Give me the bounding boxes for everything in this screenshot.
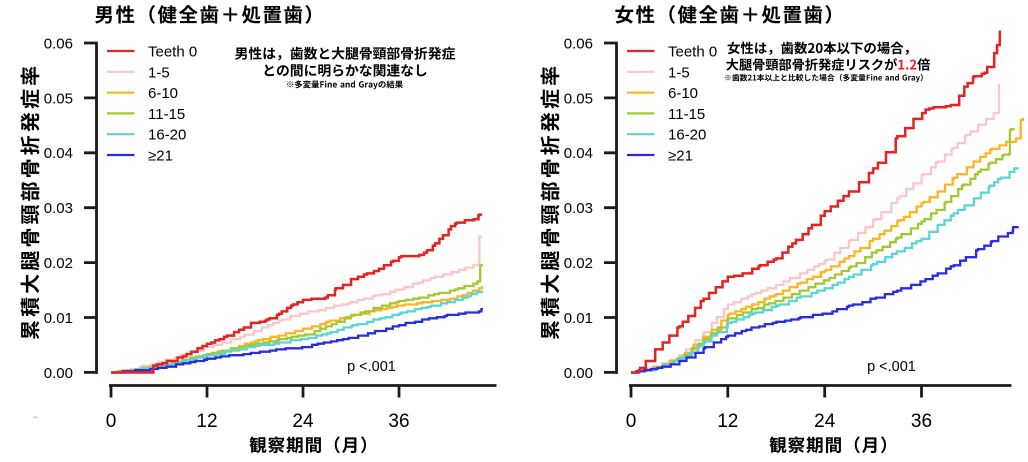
svg-text:16-20: 16-20 <box>668 127 706 144</box>
svg-text:36: 36 <box>388 411 409 432</box>
svg-text:0.05: 0.05 <box>564 90 593 107</box>
svg-text:0.04: 0.04 <box>44 145 73 162</box>
svg-text:0.03: 0.03 <box>564 200 593 217</box>
svg-text:6-10: 6-10 <box>668 85 698 102</box>
svg-text:0: 0 <box>106 411 117 432</box>
svg-text:11-15: 11-15 <box>148 106 185 123</box>
svg-text:0.02: 0.02 <box>564 255 593 272</box>
svg-text:0.03: 0.03 <box>44 200 73 217</box>
svg-text:Teeth 0: Teeth 0 <box>148 44 197 61</box>
svg-text:1-5: 1-5 <box>148 64 170 81</box>
svg-text:Teeth 0: Teeth 0 <box>668 44 717 61</box>
svg-text:36: 36 <box>911 411 932 432</box>
svg-text:0: 0 <box>626 411 637 432</box>
svg-text:0.00: 0.00 <box>564 365 593 382</box>
svg-text:0.04: 0.04 <box>564 145 593 162</box>
svg-text:0.06: 0.06 <box>564 35 593 52</box>
svg-text:1-5: 1-5 <box>668 64 690 81</box>
svg-text:p <.001: p <.001 <box>867 359 916 375</box>
svg-text:12: 12 <box>717 411 738 432</box>
svg-text:24: 24 <box>292 411 314 432</box>
svg-text:0.05: 0.05 <box>44 90 73 107</box>
svg-text:0.06: 0.06 <box>44 35 73 52</box>
svg-text:12: 12 <box>196 411 217 432</box>
svg-text:16-20: 16-20 <box>148 127 186 144</box>
svg-text:24: 24 <box>814 411 836 432</box>
svg-text:0.01: 0.01 <box>44 310 73 327</box>
svg-text:0.01: 0.01 <box>564 310 593 327</box>
svg-text:0.00: 0.00 <box>44 365 73 382</box>
svg-text:11-15: 11-15 <box>668 106 705 123</box>
svg-text:≥21: ≥21 <box>668 148 693 165</box>
svg-text:≥21: ≥21 <box>148 148 173 165</box>
svg-text:p <.001: p <.001 <box>347 359 396 375</box>
svg-text:0.02: 0.02 <box>44 255 73 272</box>
svg-text:6-10: 6-10 <box>148 85 178 102</box>
